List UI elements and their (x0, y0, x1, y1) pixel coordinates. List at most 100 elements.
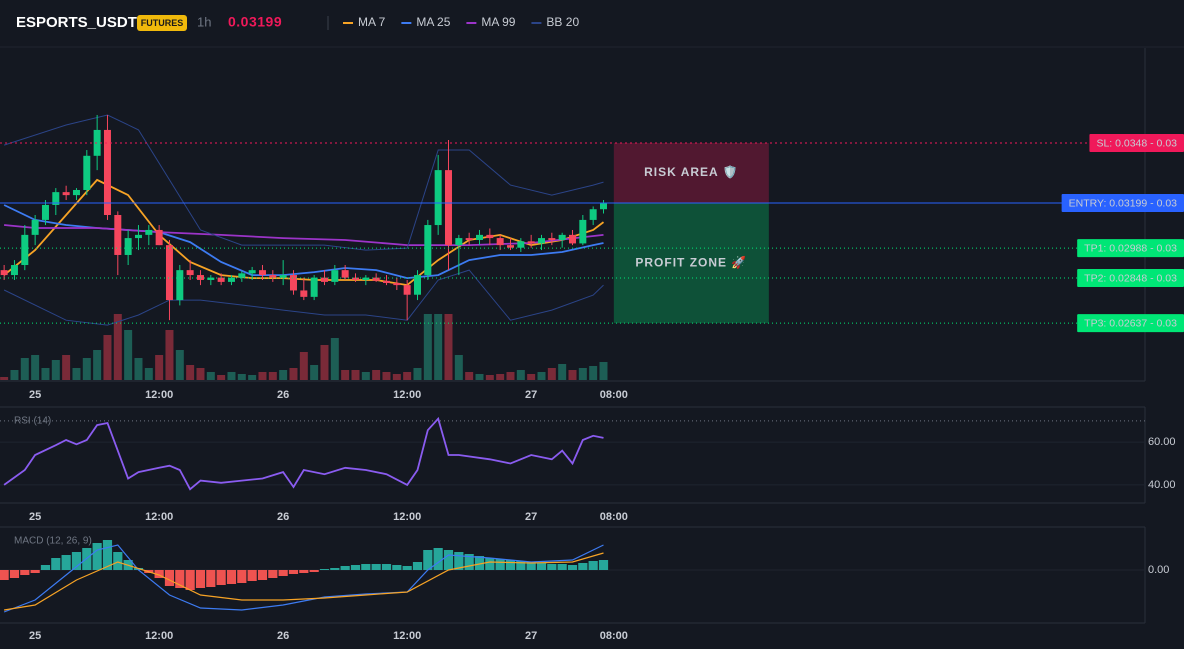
candle-body (62, 192, 70, 196)
macd-histogram-bar (195, 570, 206, 588)
candle-body (124, 238, 132, 255)
candle-body (558, 234, 566, 241)
level-label: TP1: 0.02988 - 0.03 (1084, 242, 1177, 254)
candle-body (393, 282, 401, 286)
macd-histogram-bar (0, 570, 9, 580)
macd-histogram-bar (206, 570, 216, 587)
x-tick-label: 12:00 (393, 389, 421, 401)
candle-body (72, 189, 80, 196)
volume-bar (578, 368, 587, 380)
macd-histogram-bar (226, 570, 237, 584)
overlay-line-lower (3, 269, 604, 326)
candle-body (41, 204, 49, 220)
candle-body (548, 238, 556, 241)
candle-body (475, 234, 483, 241)
candle-body (351, 277, 359, 280)
macd-histogram-bar (598, 560, 609, 570)
macd-histogram-bar (71, 552, 82, 570)
x-tick-label: 25 (29, 389, 41, 401)
candle-body (506, 245, 514, 248)
volume-bar (72, 368, 81, 380)
volume-bar (372, 370, 381, 380)
volume-bar (217, 375, 226, 380)
candle-body (465, 238, 473, 241)
candle-body (372, 277, 380, 281)
candle-body (0, 270, 8, 276)
macd-histogram-bar (319, 569, 330, 570)
level-badge (1089, 133, 1184, 152)
candle-body (362, 277, 370, 280)
volume-bar (237, 374, 246, 380)
candle-body (537, 238, 545, 244)
macd-histogram-bar (464, 554, 474, 570)
candle-body (424, 225, 432, 276)
candle-body (331, 270, 339, 282)
candle-body (320, 277, 328, 282)
macd-histogram-bar (392, 565, 402, 570)
volume-bar (103, 335, 112, 380)
macd-histogram-bar (309, 570, 319, 572)
volume-bar (268, 372, 277, 380)
candle-body (289, 275, 297, 291)
candle-body (279, 275, 287, 278)
macd-histogram-bar (588, 561, 598, 570)
volume-bar (599, 362, 608, 380)
rsi-line (3, 416, 604, 491)
volume-bar (537, 372, 546, 380)
macd-histogram-bar (185, 570, 195, 590)
macd-histogram-bar (485, 558, 495, 570)
overlay-line (3, 114, 604, 251)
volume-bar (175, 350, 184, 380)
macd-histogram-bar (433, 548, 443, 570)
macd-histogram-bar (516, 561, 526, 570)
macd-histogram-bar (547, 564, 557, 570)
candle-body (114, 215, 122, 255)
volume-bar (465, 372, 474, 380)
x-tick-label: 12:00 (393, 511, 421, 523)
macd-histogram-bar (237, 570, 247, 583)
volume-bar (93, 350, 102, 380)
volume-bar (248, 375, 257, 380)
macd-histogram-bar (154, 570, 164, 578)
candle-body (444, 170, 452, 246)
macd-histogram-bar (92, 543, 102, 570)
volume-bar (299, 352, 308, 380)
volume-bar (382, 372, 391, 380)
zone-label: RISK AREA 🛡️ (644, 165, 738, 179)
rsi-tick-label: 60.00 (1148, 436, 1176, 448)
candle-body (600, 203, 608, 210)
macd-label: MACD (12, 26, 9) (14, 536, 92, 547)
volume-bar (423, 314, 432, 380)
candle-body (217, 277, 225, 282)
x-tick-label: 08:00 (600, 389, 628, 401)
volume-bar (134, 358, 143, 380)
zone (613, 203, 769, 324)
last-price: 0.03199 (228, 14, 282, 30)
legend-label: BB 20 (546, 15, 579, 29)
zone (613, 142, 769, 204)
volume-bar (330, 338, 339, 380)
volume-bar (144, 368, 153, 380)
macd-histogram-bar (102, 540, 113, 570)
candle-body (341, 270, 349, 278)
macd-histogram-bar (536, 563, 547, 570)
candle-body (103, 129, 111, 215)
candle-body (207, 277, 215, 280)
candle-body (134, 234, 142, 239)
legend-label: MA 99 (481, 15, 515, 29)
candle-body (589, 209, 597, 220)
level-label: TP2: 0.02848 - 0.03 (1084, 272, 1177, 284)
macd-histogram-bar (164, 570, 175, 586)
symbol-title: ESPORTS_USDT (16, 14, 137, 31)
volume-bar (341, 370, 350, 380)
level-badge (1077, 239, 1184, 258)
zone-label: PROFIT ZONE 🚀 (635, 255, 747, 269)
interval: 1h (197, 14, 211, 29)
volume-bar (124, 330, 133, 380)
volume-bar (320, 345, 329, 380)
volume-bar (434, 314, 443, 380)
candle-body (310, 277, 318, 297)
volume-bar (403, 372, 412, 380)
x-tick-label: 27 (525, 389, 537, 401)
